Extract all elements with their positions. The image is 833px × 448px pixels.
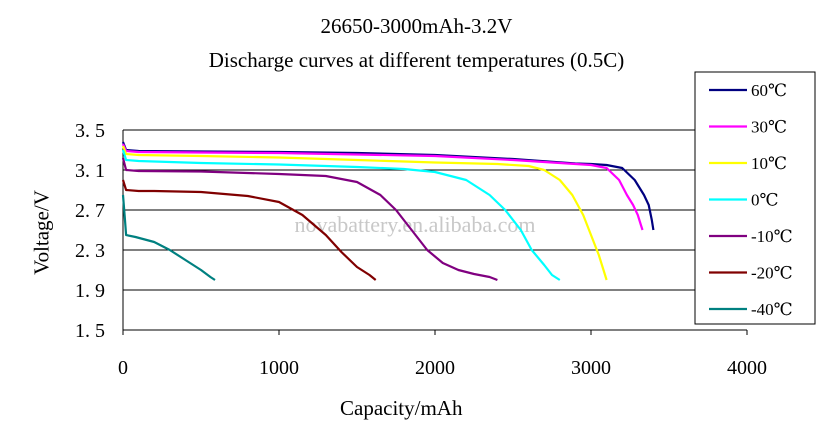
series-line	[121, 194, 216, 281]
y-tick-label: 1. 5	[75, 320, 105, 342]
y-tick-label: 2. 3	[75, 240, 105, 262]
legend-label: -10℃	[751, 227, 793, 246]
legend-box	[694, 71, 816, 325]
y-tick-label: 2. 7	[75, 200, 105, 222]
chart-subtitle: Discharge curves at different temperatur…	[208, 48, 625, 72]
series-line	[121, 179, 377, 281]
series-line	[121, 143, 644, 231]
y-tick-label: 1. 9	[75, 280, 105, 302]
series-line	[121, 145, 608, 281]
legend-label: 60℃	[751, 81, 787, 100]
x-tick-label: 3000	[571, 357, 611, 379]
x-tick-label: 0	[118, 357, 128, 379]
legend-label: 0℃	[751, 191, 779, 210]
x-tick-label: 2000	[415, 357, 455, 379]
chart-title: 26650-3000mAh-3.2V	[320, 14, 513, 38]
legend-label: 30℃	[751, 118, 787, 137]
x-tick-label: 4000	[727, 357, 767, 379]
legend-label: 10℃	[751, 154, 787, 173]
y-tick-label: 3. 5	[75, 120, 105, 142]
legend-label: -20℃	[751, 264, 793, 283]
series-line	[121, 149, 561, 281]
x-axis-label: Capacity/mAh	[340, 396, 463, 420]
y-tick-label: 3. 1	[75, 160, 105, 182]
x-tick-label: 1000	[259, 357, 299, 379]
series-line	[121, 157, 498, 282]
legend-label: -40℃	[751, 300, 793, 319]
